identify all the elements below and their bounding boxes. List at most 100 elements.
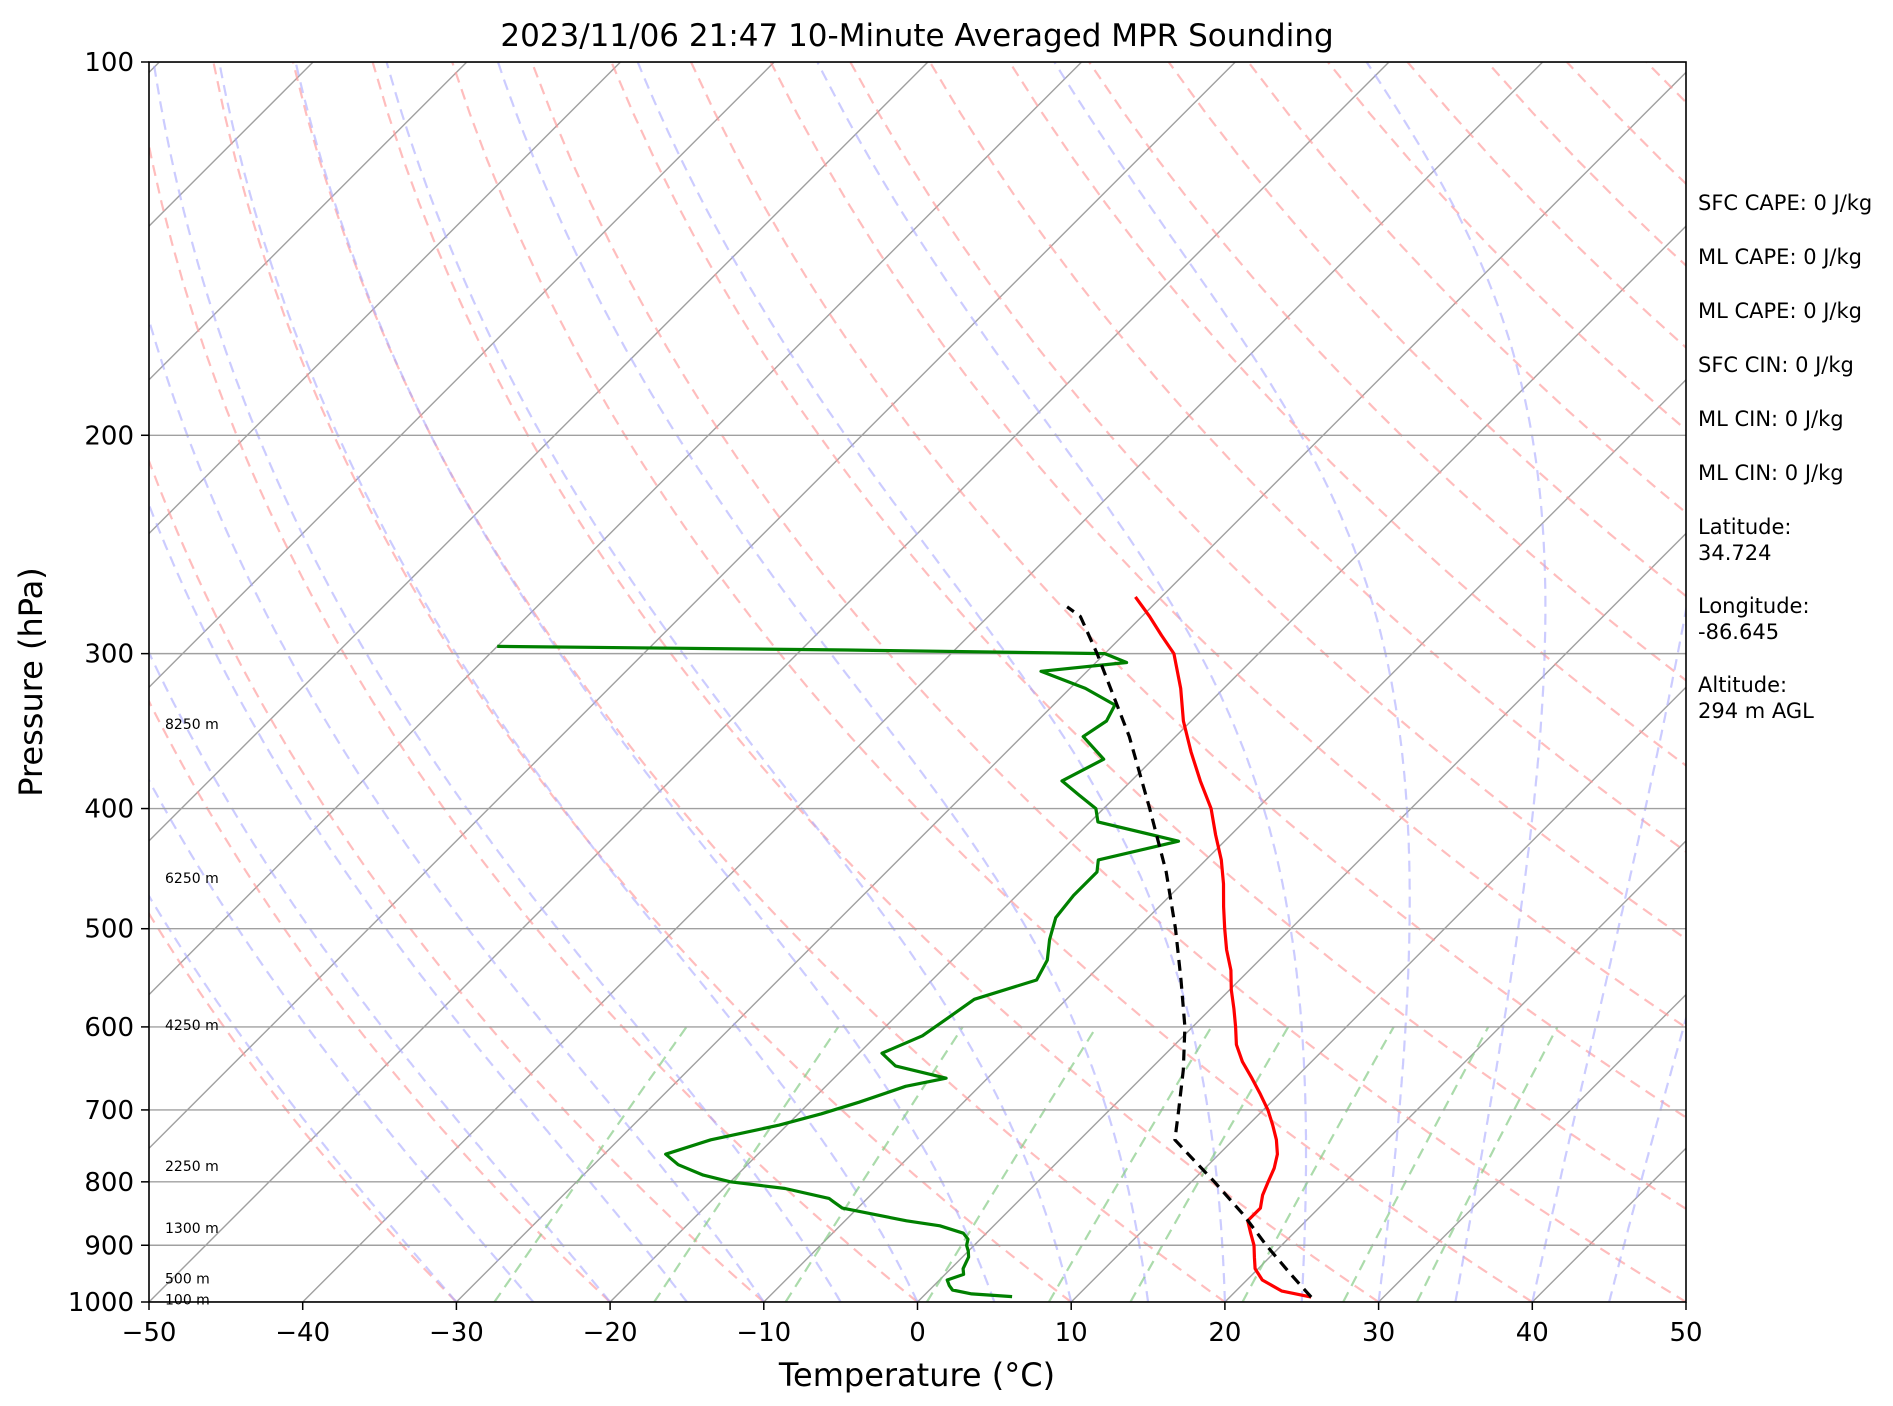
isotherm-line <box>1224 839 1686 1302</box>
series-line-1 <box>497 644 1181 1299</box>
isotherm-line <box>1378 993 1686 1302</box>
moist-adiabat-line <box>294 62 996 1302</box>
y-axis-label: Pressure (hPa) <box>12 567 50 797</box>
x-tick-label: −30 <box>429 1318 484 1348</box>
mixing-ratio-line <box>925 1026 1098 1302</box>
dry-adiabat-line <box>928 62 1686 854</box>
sounding-traces <box>497 595 1313 1299</box>
x-tick-label: 10 <box>1055 1318 1088 1348</box>
isotherm-line <box>455 71 1686 1302</box>
annotation-text: Latitude: 34.724 <box>1698 515 1792 565</box>
dry-adiabat-line <box>149 457 765 1302</box>
moist-adiabat-line <box>496 62 1150 1302</box>
annotation-text: ML CIN: 0 J/kg <box>1698 461 1844 485</box>
height-label: 1300 m <box>165 1221 219 1237</box>
mixing-ratio-line <box>1047 1026 1213 1302</box>
moist-adiabat-line <box>385 62 1073 1302</box>
y-tick-label: 1000 <box>68 1288 134 1318</box>
x-tick-label: −20 <box>583 1318 638 1348</box>
x-tick-label: 30 <box>1362 1318 1395 1348</box>
annotation-text: Altitude: 294 m AGL <box>1698 673 1814 723</box>
y-tick-label: 600 <box>84 1013 134 1043</box>
annotation-line: -86.645 <box>1698 620 1779 644</box>
x-tick-label: 20 <box>1208 1318 1241 1348</box>
dry-adiabat-line <box>149 698 611 1302</box>
dry-adiabat-line <box>1088 62 1686 682</box>
dry-adiabat-line <box>1167 62 1686 598</box>
annotation-line: ML CAPE: 0 J/kg <box>1698 299 1862 323</box>
height-labels: 8250 m 6250 m 4250 m 2250 m 1300 m 500 m 100 m <box>165 717 219 1308</box>
height-label: 2250 m <box>165 1159 219 1175</box>
annotation-line: 294 m AGL <box>1698 699 1814 723</box>
x-tick-label: 0 <box>909 1318 926 1348</box>
isotherm-line <box>149 62 775 689</box>
pressure-gridlines <box>149 62 1686 1302</box>
height-label: 4250 m <box>165 1018 219 1034</box>
moist-adiabat-line <box>149 501 688 1302</box>
series-line-2 <box>1066 605 1313 1299</box>
y-tick-label: 100 <box>84 48 134 78</box>
y-tick-label: 700 <box>84 1096 134 1126</box>
series-line-0 <box>1134 595 1312 1299</box>
height-label: 500 m <box>165 1271 210 1287</box>
y-tick-label: 500 <box>84 915 134 945</box>
sounding-annotations: SFC CAPE: 0 J/kg ML CAPE: 0 J/kg ML CAPE: … <box>1698 191 1872 723</box>
annotation-text: ML CAPE: 0 J/kg <box>1698 299 1862 323</box>
dry-adiabat-line <box>451 62 1533 1302</box>
y-tick-label: 200 <box>84 421 134 451</box>
isotherm-line <box>149 62 929 842</box>
dry-adiabat-line <box>149 140 919 1302</box>
isotherm-line <box>302 62 1544 1302</box>
moist-adiabat-line <box>149 316 765 1302</box>
x-tick-label: 50 <box>1669 1318 1702 1348</box>
moist-adiabat-line <box>1531 604 1686 1302</box>
height-label: 8250 m <box>165 717 219 733</box>
moist-adiabat-line <box>636 62 1226 1302</box>
axis-ticks: −50 −40 −30 −20 −10 0 10 20 30 40 50 100 200 300 400 50… <box>68 48 1703 1348</box>
moist-adiabat-line <box>1608 1014 1686 1302</box>
x-tick-label: −40 <box>275 1318 330 1348</box>
reference-lines <box>149 62 1686 1302</box>
isotherm-line <box>917 532 1686 1302</box>
y-tick-label: 900 <box>84 1231 134 1261</box>
annotation-line: ML CIN: 0 J/kg <box>1698 407 1844 431</box>
height-label: 6250 m <box>165 871 219 887</box>
moist-adiabat-line <box>149 778 535 1302</box>
annotation-text: SFC CAPE: 0 J/kg <box>1698 191 1872 215</box>
x-tick-label: −10 <box>736 1318 791 1348</box>
dry-adiabat-line <box>212 62 1072 1302</box>
dry-adiabat-line <box>530 62 1686 1302</box>
annotation-line: 34.724 <box>1698 541 1771 565</box>
moist-adiabat-line <box>152 62 842 1302</box>
moist-adiabat-line <box>149 649 611 1302</box>
annotation-line: Longitude: <box>1698 594 1810 618</box>
y-tick-label: 800 <box>84 1168 134 1198</box>
isotherm-line <box>609 225 1686 1302</box>
annotation-line: ML CAPE: 0 J/kg <box>1698 245 1862 269</box>
annotation-line: Latitude: <box>1698 515 1792 539</box>
x-axis-label: Temperature (°C) <box>778 1356 1055 1394</box>
annotation-text: Longitude: -86.645 <box>1698 594 1810 644</box>
dry-adiabat-line <box>690 62 1686 1119</box>
x-tick-label: −50 <box>122 1318 177 1348</box>
annotation-line: Altitude: <box>1698 673 1787 697</box>
isotherm-line <box>149 62 1390 1302</box>
chart-title: 2023/11/06 21:47 10-Minute Averaged MPR … <box>500 18 1333 54</box>
annotation-text: ML CAPE: 0 J/kg <box>1698 245 1862 269</box>
y-tick-label: 300 <box>84 640 134 670</box>
dry-adiabat-line <box>610 62 1686 1211</box>
annotation-line: SFC CAPE: 0 J/kg <box>1698 191 1872 215</box>
moist-adiabat-line <box>1365 62 1547 1302</box>
isotherm-line <box>1070 686 1686 1302</box>
dry-adiabat-line <box>769 62 1686 1029</box>
annotation-line: SFC CIN: 0 J/kg <box>1698 353 1854 377</box>
isotherm-line <box>763 378 1686 1302</box>
height-label: 100 m <box>165 1292 210 1308</box>
y-tick-label: 400 <box>84 795 134 825</box>
moist-adiabat-line <box>149 893 458 1302</box>
moist-adiabat-line <box>816 62 1308 1302</box>
isotherm-line <box>149 62 468 381</box>
annotation-text: ML CIN: 0 J/kg <box>1698 407 1844 431</box>
